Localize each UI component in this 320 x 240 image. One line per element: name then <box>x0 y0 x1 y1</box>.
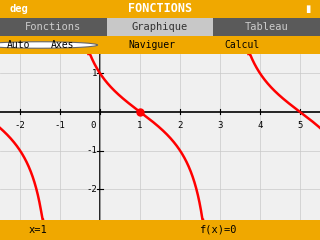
Text: Tableau: Tableau <box>245 22 289 32</box>
Bar <box>107 18 213 36</box>
Text: Naviguer: Naviguer <box>128 40 175 50</box>
Text: ▮: ▮ <box>305 4 310 14</box>
Text: 1: 1 <box>92 69 97 78</box>
Text: -2: -2 <box>15 121 25 130</box>
Text: 0: 0 <box>91 121 96 130</box>
Text: -1: -1 <box>86 146 97 155</box>
Text: Fonctions: Fonctions <box>25 22 81 32</box>
Text: 3: 3 <box>217 121 223 130</box>
Bar <box>213 18 320 36</box>
Circle shape <box>0 42 98 48</box>
Text: Graphique: Graphique <box>132 22 188 32</box>
Text: -2: -2 <box>86 185 97 194</box>
Text: x=1: x=1 <box>29 225 48 235</box>
Text: 4: 4 <box>257 121 263 130</box>
Text: Axes: Axes <box>51 40 75 50</box>
Text: Auto: Auto <box>6 40 30 50</box>
Text: 1: 1 <box>137 121 143 130</box>
Text: 5: 5 <box>297 121 303 130</box>
Text: deg: deg <box>10 4 28 14</box>
Text: f(x)=0: f(x)=0 <box>199 225 236 235</box>
Text: 2: 2 <box>177 121 183 130</box>
Bar <box>0 18 107 36</box>
Text: Calcul: Calcul <box>224 40 259 50</box>
Text: FONCTIONS: FONCTIONS <box>128 2 192 16</box>
Text: -1: -1 <box>55 121 65 130</box>
